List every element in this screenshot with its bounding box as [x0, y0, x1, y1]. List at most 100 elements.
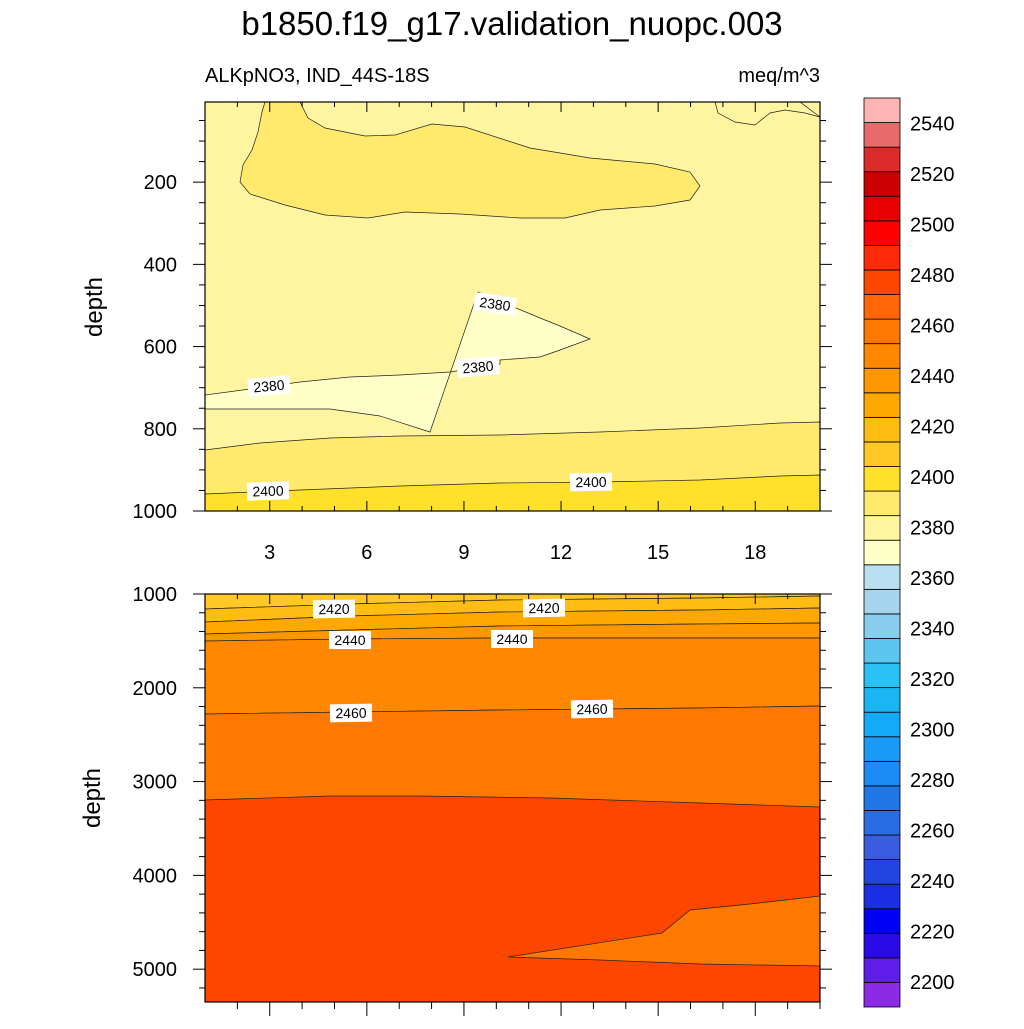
units-subtitle: meq/m^3	[738, 65, 820, 87]
bottom-y-tick-label: 5000	[133, 959, 178, 981]
top-y-tick-label: 1000	[133, 501, 178, 523]
colorbar-label: 2300	[910, 719, 955, 741]
contour-label-text: 2380	[478, 294, 511, 314]
colorbar-swatch	[863, 908, 901, 934]
colorbar-swatch	[863, 539, 901, 566]
colorbar-swatch	[863, 957, 901, 983]
bottom-y-tick-label: 1000	[133, 584, 178, 606]
colorbar-swatch	[863, 97, 901, 123]
colorbar-swatch	[863, 294, 901, 320]
colorbar-label: 2420	[910, 416, 955, 438]
top-y-tick-label: 200	[144, 172, 177, 194]
colorbar-label: 2460	[910, 315, 955, 337]
colorbar-label: 2260	[910, 820, 955, 842]
top-x-tick-label: 9	[458, 542, 469, 564]
variable-subtitle: ALKpNO3, IND_44S-18S	[205, 65, 430, 87]
colorbar-label: 2280	[910, 770, 955, 792]
colorbar-swatch	[863, 662, 901, 689]
colorbar-swatch	[863, 736, 901, 762]
colorbar-label: 2320	[910, 669, 955, 691]
bottom-y-tick-label: 3000	[133, 772, 178, 794]
bottom-y-tick-labels: 1000 2000 3000 4000 5000	[133, 584, 178, 981]
colorbar-swatch	[863, 613, 901, 639]
bottom-y-tick-label: 4000	[133, 865, 178, 887]
top-x-tick-label: 12	[550, 542, 572, 564]
colorbar-swatch	[863, 318, 901, 345]
contour-label: 2380	[472, 292, 518, 316]
colorbar-swatch	[863, 367, 901, 394]
top-x-tick-label: 18	[744, 542, 766, 564]
top-y-axis-label: depth	[81, 277, 108, 337]
contour-label-box	[491, 630, 533, 648]
colorbar-label: 2200	[910, 972, 955, 994]
top-band-2380-2390	[204, 291, 591, 433]
colorbar-label: 2380	[910, 517, 955, 539]
colorbar-swatch	[863, 466, 901, 492]
colorbar-swatch	[863, 171, 901, 197]
colorbar-label: 2340	[910, 618, 955, 640]
colorbar-swatch	[863, 122, 901, 148]
colorbar-swatch	[863, 416, 901, 443]
chart-title: b1850.f19_g17.validation_nuopc.003	[241, 5, 782, 42]
colorbar-swatch	[863, 687, 901, 713]
colorbar	[863, 97, 901, 1008]
contour-label-text: 2380	[462, 358, 495, 377]
top-contour-labels: 2380 2380 2380 2400 2400	[246, 292, 613, 501]
contour-label: 2380	[456, 356, 500, 378]
contour-label: 2420	[522, 598, 566, 618]
contour-label-text: 2440	[334, 632, 365, 648]
contour-label-box	[456, 356, 500, 378]
colorbar-swatch	[863, 245, 901, 271]
top-y-tick-label: 400	[144, 254, 177, 276]
contour-label-box	[329, 703, 373, 723]
top-axis-ticks	[193, 102, 832, 512]
colorbar-label: 2240	[910, 871, 955, 893]
colorbar-swatch	[863, 588, 901, 615]
contour-label: 2380	[247, 375, 291, 397]
contour-label-text: 2420	[318, 601, 350, 618]
colorbar-swatch	[863, 343, 901, 369]
colorbar-label: 2440	[910, 366, 955, 388]
colorbar-swatch	[863, 810, 901, 836]
top-x-tick-label: 3	[264, 542, 275, 564]
colorbar-swatch	[863, 515, 901, 541]
colorbar-swatch	[863, 269, 901, 295]
contour-label: 2440	[329, 631, 371, 649]
colorbar-swatch	[863, 760, 901, 787]
colorbar-label: 2400	[910, 467, 955, 489]
colorbar-swatch	[863, 834, 901, 860]
bottom-y-axis-label: depth	[79, 768, 106, 828]
bottom-plot-frame	[204, 593, 821, 1003]
top-y-tick-labels: 200 400 600 800 1000	[133, 172, 178, 523]
colorbar-swatch	[863, 932, 901, 959]
contour-label-text: 2400	[252, 482, 284, 499]
bottom-y-tick-label: 2000	[133, 678, 178, 700]
contour-label: 2400	[246, 481, 290, 501]
contour-label: 2400	[569, 472, 613, 492]
colorbar-swatch	[863, 564, 901, 590]
colorbar-swatch	[863, 220, 901, 246]
colorbar-label: 2360	[910, 568, 955, 590]
contour-label: 2420	[312, 599, 356, 619]
colorbar-label: 2220	[910, 921, 955, 943]
contour-label-box	[569, 472, 613, 492]
contour-label-text: 2420	[528, 600, 560, 617]
bottom-band-2470-2480	[204, 705, 821, 808]
contour-label-box	[329, 631, 371, 649]
contour-label-box	[522, 598, 566, 618]
top-x-tick-label: 6	[361, 542, 372, 564]
colorbar-swatch	[863, 441, 901, 467]
colorbar-swatch	[863, 859, 901, 885]
top-x-tick-labels: 3 6 9 12 15 18	[264, 542, 766, 564]
contour-label-text: 2400	[575, 474, 607, 491]
colorbar-swatch	[863, 883, 901, 910]
colorbar-swatch	[863, 146, 901, 173]
colorbar-swatch	[863, 638, 901, 664]
contour-label-text: 2440	[496, 631, 527, 647]
contour-label-box	[246, 481, 290, 501]
contour-label-box	[570, 699, 614, 719]
